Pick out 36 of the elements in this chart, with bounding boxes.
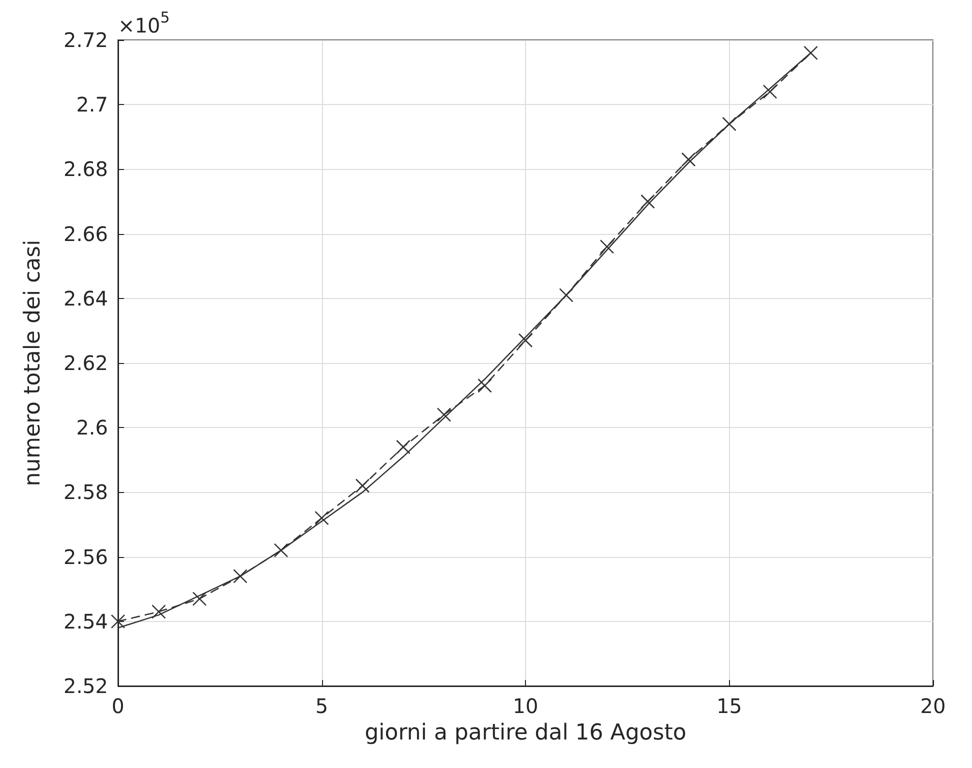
y-tick-label: 2.52 <box>63 674 108 698</box>
x-tick-label: 5 <box>315 694 328 718</box>
point <box>559 288 574 302</box>
point <box>681 152 696 167</box>
point <box>110 614 126 629</box>
x-tick-label: 20 <box>920 694 946 718</box>
point <box>640 194 655 209</box>
point <box>152 604 166 619</box>
y-tick-label: 2.66 <box>63 222 108 246</box>
point <box>233 569 248 584</box>
point <box>396 440 410 454</box>
y-tick-label: 2.54 <box>63 609 108 634</box>
y-tick-label: 2.62 <box>63 351 108 375</box>
point <box>355 478 370 493</box>
x-axis-title: giorni a partire dal 16 Agosto <box>364 720 686 746</box>
point <box>314 510 329 526</box>
point <box>436 408 452 422</box>
x-tick-label: 0 <box>112 694 124 718</box>
y-tick-label: 2.56 <box>63 544 108 569</box>
point <box>722 116 736 132</box>
point <box>478 378 492 393</box>
point <box>804 46 818 60</box>
point <box>518 333 533 348</box>
point <box>192 592 207 606</box>
x-tick-label: 15 <box>716 694 742 718</box>
y-axis-title: numero totale dei casi <box>20 240 46 486</box>
point <box>600 240 614 254</box>
y-tick-label: 2.68 <box>63 157 108 182</box>
point <box>274 543 288 558</box>
y-tick-label: 2.6 <box>76 416 108 440</box>
y-tick-label: 2.58 <box>63 480 108 504</box>
y-tick-label: 2.64 <box>63 286 108 310</box>
y-tick-label: 2.72 <box>63 28 108 52</box>
x-tick-label: 10 <box>512 694 538 718</box>
point <box>762 84 778 99</box>
y-tick-label: 2.7 <box>76 92 108 117</box>
